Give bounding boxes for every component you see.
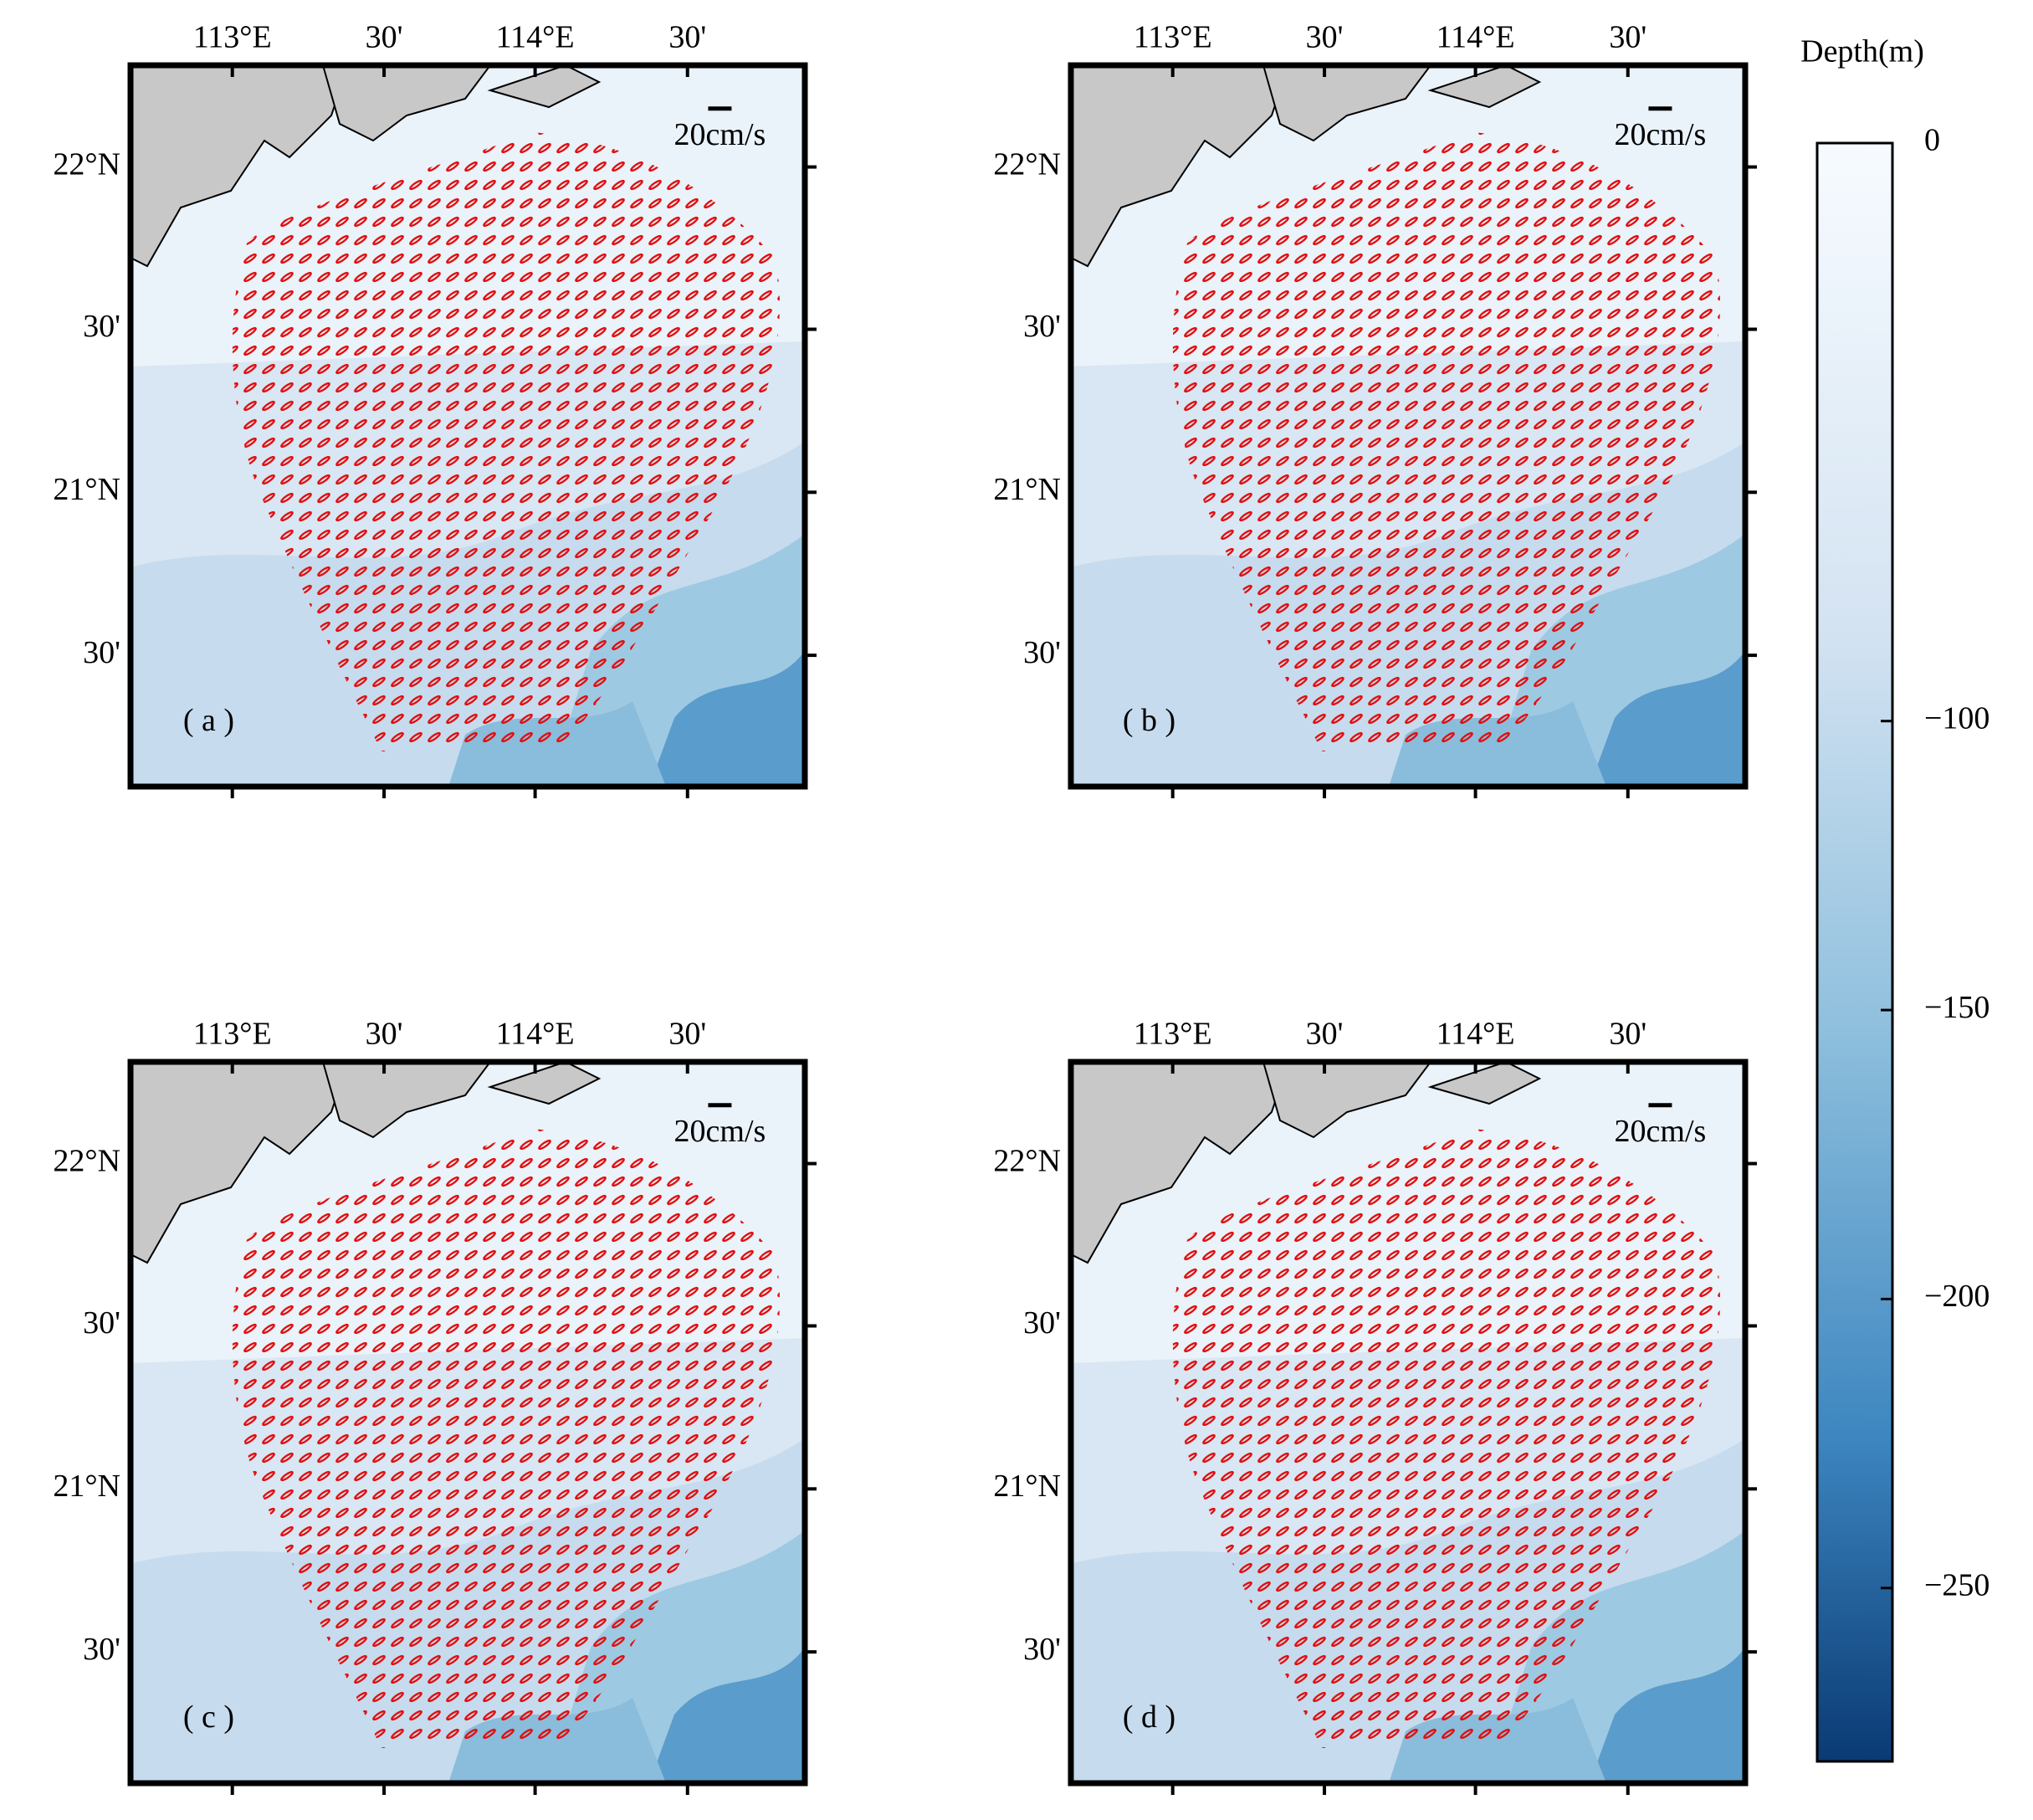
map-panel: 113°E 30' 114°E 30' 22°N 30' 21°N 30' 20cm/s ( c … bbox=[53, 1017, 817, 1795]
colorbar-tick-label: 0 bbox=[1924, 123, 1940, 158]
colorbar-title: Depth(m) bbox=[1800, 34, 1924, 69]
map-panel: 113°E 30' 114°E 30' 22°N 30' 21°N 30' 20cm/s ( b … bbox=[993, 20, 1757, 798]
y-tick-label: 30' bbox=[1023, 635, 1061, 670]
scale-label: 20cm/s bbox=[1615, 1114, 1707, 1149]
panel-frame bbox=[127, 62, 808, 790]
x-tick-label: 113°E bbox=[193, 1017, 272, 1052]
map-panel: 113°E 30' 114°E 30' 22°N 30' 21°N 30' 20cm/s ( d … bbox=[993, 1017, 1757, 1795]
map-panel: 113°E 30' 114°E 30' 22°N 30' 21°N 30' 20cm/s ( a … bbox=[53, 20, 817, 798]
colorbar-tick-label: −150 bbox=[1924, 990, 1989, 1025]
map-background bbox=[131, 65, 805, 787]
map-background bbox=[1071, 1062, 1745, 1783]
panel-frame bbox=[127, 1059, 808, 1787]
x-tick-label: 30' bbox=[668, 20, 706, 55]
map-background bbox=[1071, 65, 1745, 787]
colorbar-tick-label: −250 bbox=[1924, 1568, 1989, 1603]
colorbar-tick-label: −100 bbox=[1924, 700, 1989, 736]
x-tick-label: 30' bbox=[668, 1017, 706, 1052]
colorbar bbox=[1815, 141, 1894, 1763]
y-tick-label: 30' bbox=[83, 635, 120, 670]
scale-label: 20cm/s bbox=[674, 1114, 766, 1149]
x-tick-label: 30' bbox=[366, 20, 403, 55]
x-tick-label: 30' bbox=[1609, 1017, 1646, 1052]
y-tick-label: 30' bbox=[83, 1305, 120, 1341]
x-tick-label: 114°E bbox=[496, 1017, 575, 1052]
y-tick-label: 30' bbox=[1023, 1632, 1061, 1667]
panel-label: ( d ) bbox=[1123, 1700, 1175, 1735]
x-tick-label: 30' bbox=[1609, 20, 1646, 55]
y-tick-label: 21°N bbox=[993, 472, 1061, 507]
scale-label: 20cm/s bbox=[674, 117, 766, 152]
y-tick-label: 22°N bbox=[53, 146, 120, 182]
y-tick-label: 30' bbox=[83, 309, 120, 344]
y-tick-label: 22°N bbox=[53, 1143, 120, 1178]
x-tick-label: 30' bbox=[1306, 20, 1344, 55]
y-tick-label: 30' bbox=[83, 1632, 120, 1667]
x-tick-label: 114°E bbox=[1436, 20, 1515, 55]
panel-label: ( c ) bbox=[183, 1700, 234, 1735]
y-tick-label: 21°N bbox=[53, 472, 120, 507]
panel-label: ( b ) bbox=[1123, 703, 1175, 738]
y-tick-label: 30' bbox=[1023, 309, 1061, 344]
y-tick-label: 21°N bbox=[53, 1469, 120, 1504]
y-tick-label: 21°N bbox=[993, 1469, 1061, 1504]
panel-label: ( a ) bbox=[183, 703, 234, 738]
x-tick-label: 114°E bbox=[1436, 1017, 1515, 1052]
x-tick-label: 30' bbox=[366, 1017, 403, 1052]
panel-frame bbox=[1068, 1059, 1749, 1787]
x-tick-label: 114°E bbox=[496, 20, 575, 55]
y-tick-label: 30' bbox=[1023, 1305, 1061, 1341]
scale-label: 20cm/s bbox=[1615, 117, 1707, 152]
y-tick-label: 22°N bbox=[993, 146, 1061, 182]
x-tick-label: 113°E bbox=[193, 20, 272, 55]
x-tick-label: 113°E bbox=[1134, 1017, 1212, 1052]
map-background bbox=[131, 1062, 805, 1783]
x-tick-label: 30' bbox=[1306, 1017, 1344, 1052]
colorbar-tick-label: −200 bbox=[1924, 1279, 1989, 1314]
y-tick-label: 22°N bbox=[993, 1143, 1061, 1178]
panel-frame bbox=[1068, 62, 1749, 790]
x-tick-label: 113°E bbox=[1134, 20, 1212, 55]
